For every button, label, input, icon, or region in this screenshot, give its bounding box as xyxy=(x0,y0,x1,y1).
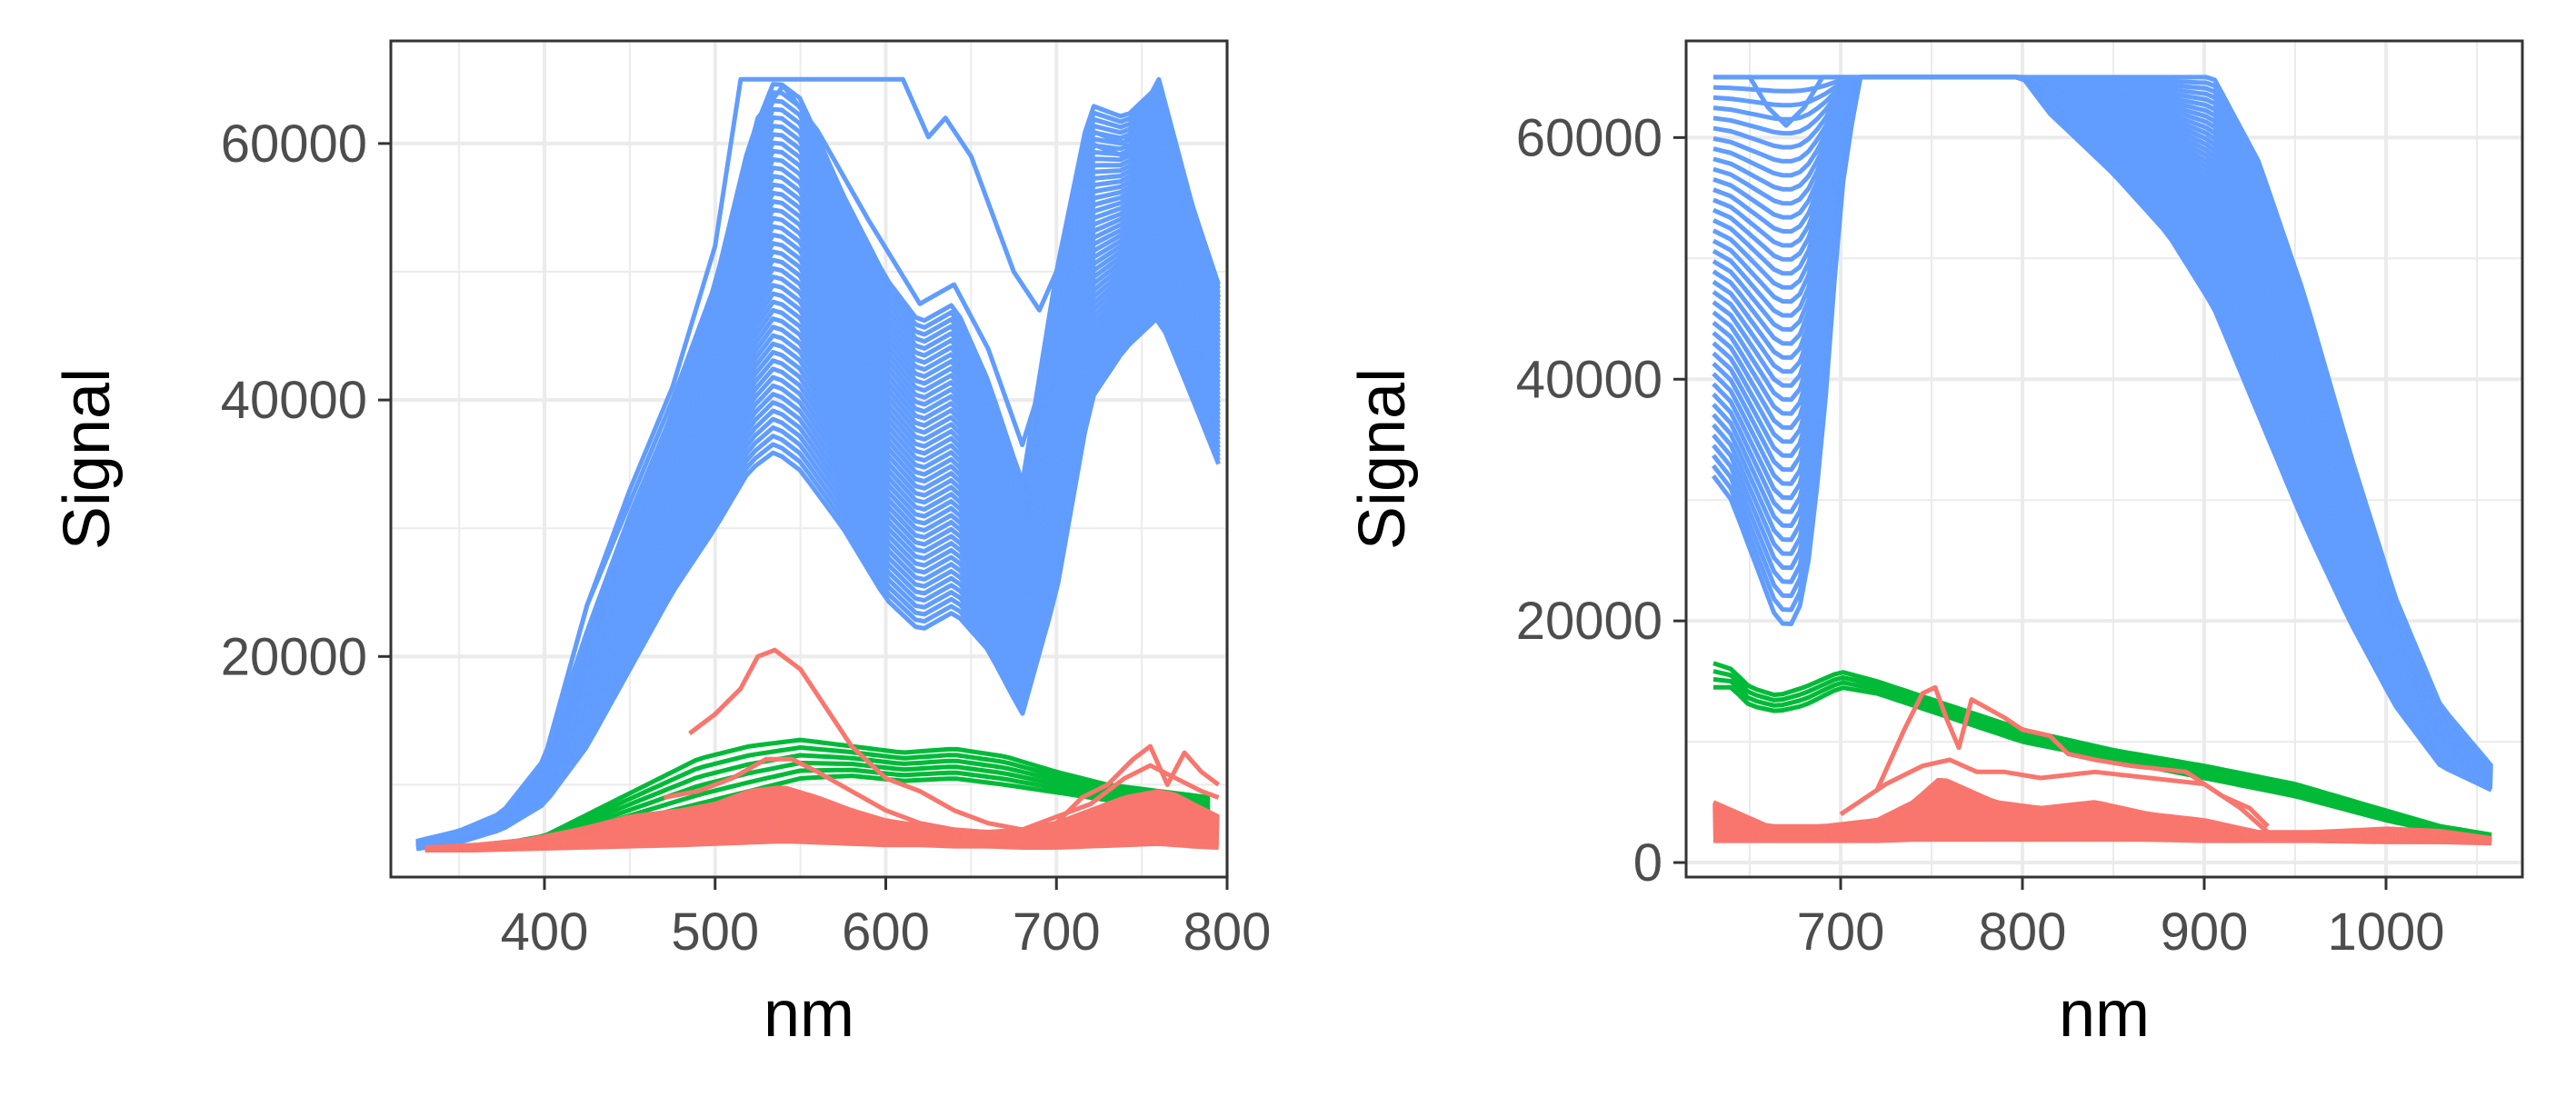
series-line-green xyxy=(1712,676,2492,842)
series-line-green xyxy=(1712,669,2492,840)
series-lines xyxy=(1711,75,2493,846)
series-line-blue-outlier xyxy=(415,76,1222,849)
series-line-green xyxy=(424,737,1211,852)
series-line-red-outlier xyxy=(688,647,1221,833)
series-line-red-outlier xyxy=(663,756,1220,839)
series-line-red-outlier xyxy=(1839,757,2270,834)
right-plot-panel: 700 800 900 1000 0 20000 40000 60000 nm Signal xyxy=(1346,39,2524,1051)
series-red xyxy=(424,647,1221,853)
x-tick-label: 700 xyxy=(1797,903,1885,962)
series-red xyxy=(1712,684,2492,846)
y-tick-label: 60000 xyxy=(221,115,367,174)
y-tick-label: 0 xyxy=(1633,833,1662,893)
x-tick-label: 1000 xyxy=(2327,903,2444,962)
series-line-blue-outlier xyxy=(1713,75,1877,128)
y-tick-label: 40000 xyxy=(221,371,367,430)
series-line-red xyxy=(424,785,1220,850)
y-tick-label: 60000 xyxy=(1516,108,1662,167)
x-axis-title: nm xyxy=(2059,978,2150,1051)
x-tick-label: 800 xyxy=(1183,903,1272,962)
x-axis-title: nm xyxy=(764,978,854,1051)
axes: 400 500 600 700 800 20000 40000 60000 nm Signal xyxy=(51,115,1271,1051)
axes: 700 800 900 1000 0 20000 40000 60000 nm Signal xyxy=(1346,108,2445,1051)
series-lines xyxy=(415,76,1222,853)
y-tick-label: 40000 xyxy=(1516,350,1662,409)
x-tick-label: 900 xyxy=(2161,903,2249,962)
series-blue xyxy=(1711,75,2493,793)
panel-border xyxy=(389,39,1229,879)
y-tick-label: 20000 xyxy=(221,627,367,686)
panel-border xyxy=(1684,39,2524,879)
series-line-red xyxy=(1712,777,2492,841)
series-line-green xyxy=(1713,684,2492,843)
y-tick-label: 20000 xyxy=(1516,592,1662,651)
y-axis-title: Signal xyxy=(1346,368,1419,550)
series-blue xyxy=(415,76,1222,852)
x-tick-label: 400 xyxy=(501,903,589,962)
x-tick-label: 500 xyxy=(671,903,759,962)
left-plot-panel: 400 500 600 700 800 20000 40000 60000 nm Signal xyxy=(51,39,1271,1051)
x-tick-label: 600 xyxy=(842,903,930,962)
series-green xyxy=(1712,661,2492,843)
series-line-green xyxy=(1712,661,2492,837)
y-axis-title: Signal xyxy=(51,368,124,550)
x-tick-label: 700 xyxy=(1013,903,1101,962)
x-tick-label: 800 xyxy=(1979,903,2067,962)
series-line-red-outlier xyxy=(1874,684,2270,828)
